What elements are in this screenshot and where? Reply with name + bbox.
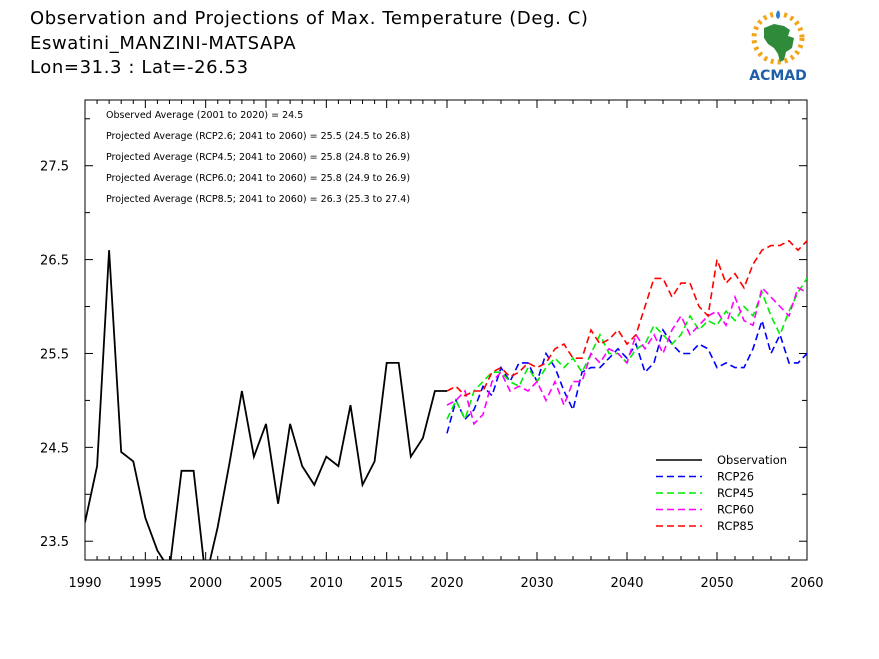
logo-text: ACMAD <box>749 68 807 84</box>
annotation-line: Projected Average (RCP4.5; 2041 to 2060)… <box>106 152 410 163</box>
x-tick-label: 2015 <box>370 576 403 591</box>
y-tick-label: 24.5 <box>40 441 69 456</box>
x-axis: 1990 1995 2000 2005 2010 2015 2020 2030 2040 2050… <box>68 100 824 591</box>
annotations: Observed Average (2001 to 2020) = 24.5 Pr… <box>106 110 410 205</box>
series-line-rcp60 <box>446 286 807 426</box>
legend-label: RCP45 <box>717 486 754 500</box>
y-tick-label: 25.5 <box>40 347 69 362</box>
x-tick-label: 2040 <box>610 576 643 591</box>
series-line-rcp85 <box>446 239 807 397</box>
legend-label: RCP60 <box>717 503 754 517</box>
acmad-logo: ACMAD <box>738 8 818 84</box>
series-line-observation <box>85 250 447 560</box>
plot-area <box>84 99 808 561</box>
annotation-line: Projected Average (RCP6.0; 2041 to 2060)… <box>106 173 410 184</box>
y-tick-label: 26.5 <box>40 254 69 269</box>
coordinates: Lon=31.3 : Lat=-26.53 <box>30 57 249 78</box>
chart-title: Observation and Projections of Max. Temp… <box>30 8 589 29</box>
x-tick-label: 1995 <box>129 576 162 591</box>
legend-label: RCP26 <box>717 470 754 484</box>
annotation-line: Projected Average (RCP2.6; 2041 to 2060)… <box>106 131 410 142</box>
africa-map-icon <box>764 24 794 62</box>
y-tick-label: 27.5 <box>40 160 69 175</box>
x-tick-label: 2060 <box>790 576 823 591</box>
series-line-rcp26 <box>446 317 807 434</box>
legend: Observation RCP26 RCP45 RCP60 RCP85 <box>656 453 787 533</box>
x-tick-label: 2030 <box>520 576 553 591</box>
legend-label: RCP85 <box>717 519 754 533</box>
x-tick-label: 2020 <box>430 576 463 591</box>
annotation-line: Observed Average (2001 to 2020) = 24.5 <box>106 110 303 121</box>
station-name: Eswatini_MANZINI-MATSAPA <box>30 33 297 54</box>
y-axis: 23.5 24.5 25.5 26.5 27.5 <box>40 118 807 550</box>
x-tick-label: 2005 <box>249 576 282 591</box>
annotation-line: Projected Average (RCP8.5; 2041 to 2060)… <box>106 194 410 205</box>
x-tick-label: 2000 <box>189 576 222 591</box>
legend-label: Observation <box>717 453 787 467</box>
series-layer <box>85 239 807 560</box>
x-tick-label: 2050 <box>700 576 733 591</box>
x-tick-label: 1990 <box>68 576 101 591</box>
water-drop-icon <box>776 10 780 19</box>
x-tick-label: 2010 <box>310 576 343 591</box>
y-tick-label: 23.5 <box>40 535 69 550</box>
